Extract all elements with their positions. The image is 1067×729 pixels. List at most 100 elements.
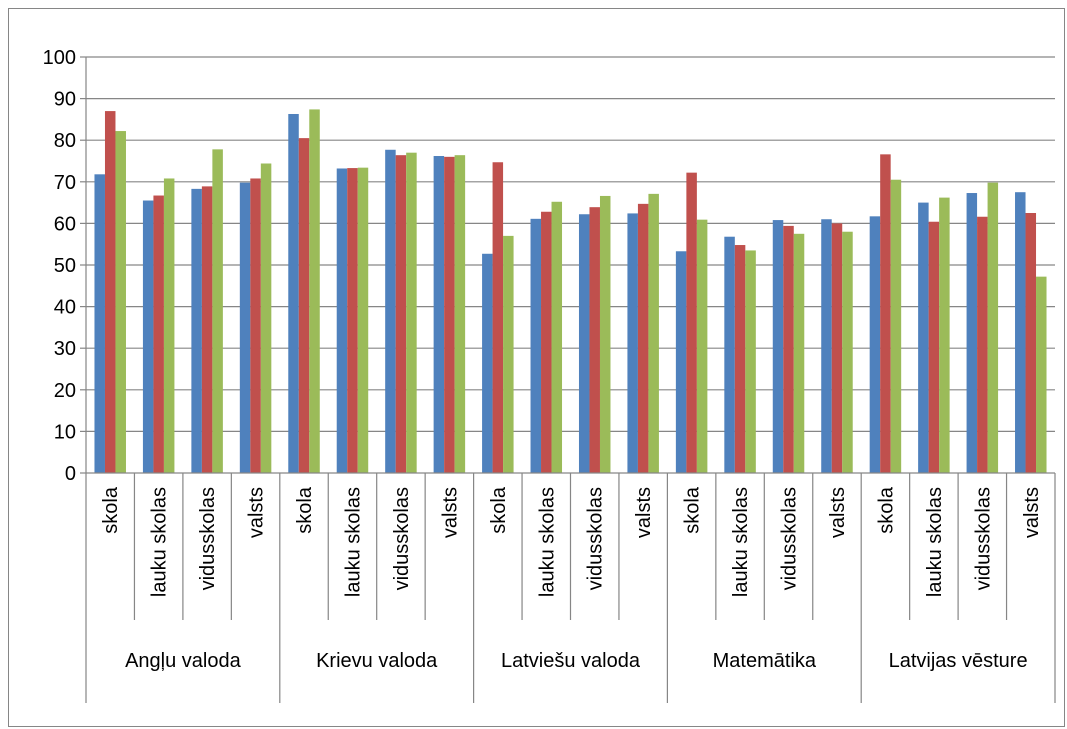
- gridlines: [86, 56, 1055, 432]
- category-label: valsts: [827, 487, 849, 538]
- bar: [385, 149, 396, 473]
- bar: [551, 201, 563, 473]
- bar: [541, 211, 552, 473]
- category-label: lauku skolas: [730, 487, 752, 597]
- bar: [433, 156, 445, 473]
- category-label: skola: [875, 486, 897, 534]
- bar: [115, 131, 126, 473]
- category-label: lauku skolas: [149, 487, 171, 597]
- bar: [142, 200, 154, 473]
- bar: [686, 172, 697, 473]
- bar: [869, 216, 881, 473]
- bar: [696, 219, 708, 473]
- bar: [1025, 213, 1037, 473]
- category-label: valsts: [633, 487, 655, 538]
- y-tick-label: 30: [54, 338, 76, 360]
- category-label: skola: [682, 486, 704, 534]
- group-label: Latviešu valoda: [501, 650, 641, 672]
- bar: [772, 220, 784, 473]
- bar: [94, 174, 105, 473]
- bar: [880, 154, 891, 473]
- y-tick-label: 0: [65, 463, 76, 485]
- bar: [928, 221, 940, 473]
- bar: [454, 155, 466, 473]
- bar: [745, 250, 756, 473]
- category-label: vidusskolas: [391, 487, 413, 590]
- y-tick-label: 10: [54, 421, 76, 443]
- category-label: skola: [488, 486, 510, 534]
- category-label: valsts: [1021, 487, 1043, 538]
- bar: [250, 178, 261, 474]
- group-label: Krievu valoda: [316, 650, 438, 672]
- bar: [783, 225, 794, 473]
- group-label: Matemātika: [713, 650, 817, 672]
- category-label: lauku skolas: [924, 487, 946, 597]
- bar: [357, 167, 369, 473]
- bar: [842, 231, 853, 473]
- category-label: vidusskolas: [585, 487, 607, 590]
- group-label: Angļu valoda: [125, 650, 242, 672]
- bar: [444, 156, 455, 473]
- bar: [821, 219, 832, 473]
- bar: [599, 195, 611, 473]
- bar: [530, 218, 542, 473]
- bar: [336, 168, 348, 473]
- y-tick-label: 20: [54, 380, 76, 402]
- bar: [309, 109, 320, 473]
- group-label: Latvijas vēsture: [889, 650, 1028, 672]
- bar: [239, 182, 251, 473]
- category-label: valsts: [246, 487, 268, 538]
- bar: [831, 223, 843, 473]
- y-tick-label: 50: [54, 255, 76, 277]
- bar: [201, 186, 213, 473]
- bar: [589, 207, 600, 473]
- bar: [482, 253, 493, 473]
- y-tick-label: 100: [43, 47, 76, 69]
- bar: [347, 168, 358, 473]
- category-label: vidusskolas: [972, 487, 994, 590]
- bar: [191, 188, 202, 473]
- bar: [966, 193, 978, 474]
- y-tick-label: 90: [54, 89, 76, 111]
- category-label: skola: [294, 486, 316, 534]
- bar: [288, 113, 299, 473]
- labels: 0 10 20 30 40 50 60 70 80 90 100 skola lauku skolas v…: [43, 47, 1043, 672]
- bar: [637, 203, 649, 473]
- bar: [890, 179, 902, 473]
- y-tick-label: 40: [54, 297, 76, 319]
- category-label: valsts: [439, 487, 461, 538]
- y-tick-label: 70: [54, 172, 76, 194]
- bar: [918, 202, 929, 473]
- bar: [675, 251, 687, 473]
- bar: [298, 138, 310, 473]
- y-tick-label: 60: [54, 213, 76, 235]
- bar: [503, 235, 514, 473]
- bars: [94, 109, 1047, 474]
- bar: [104, 111, 116, 473]
- bar: [406, 152, 417, 473]
- bar: [578, 214, 590, 474]
- bar: [627, 213, 638, 473]
- bar: [734, 245, 746, 473]
- bar: [163, 178, 175, 474]
- category-label: lauku skolas: [342, 487, 364, 597]
- bar: [492, 162, 504, 474]
- bar: [648, 193, 659, 473]
- bar: [793, 233, 805, 473]
- bar: [1015, 192, 1026, 473]
- bar: [212, 149, 223, 474]
- bar: [395, 155, 407, 473]
- bar: [724, 236, 735, 473]
- category-label: skola: [100, 486, 122, 534]
- category-label: lauku skolas: [536, 487, 558, 597]
- category-label: vidusskolas: [779, 487, 801, 590]
- bar: [1036, 276, 1047, 473]
- bar: [939, 197, 950, 473]
- bar: [977, 216, 988, 473]
- bar: [260, 163, 272, 473]
- bar: [987, 182, 999, 473]
- category-label: vidusskolas: [197, 487, 219, 590]
- axes: [80, 56, 1056, 703]
- y-tick-label: 80: [54, 130, 76, 152]
